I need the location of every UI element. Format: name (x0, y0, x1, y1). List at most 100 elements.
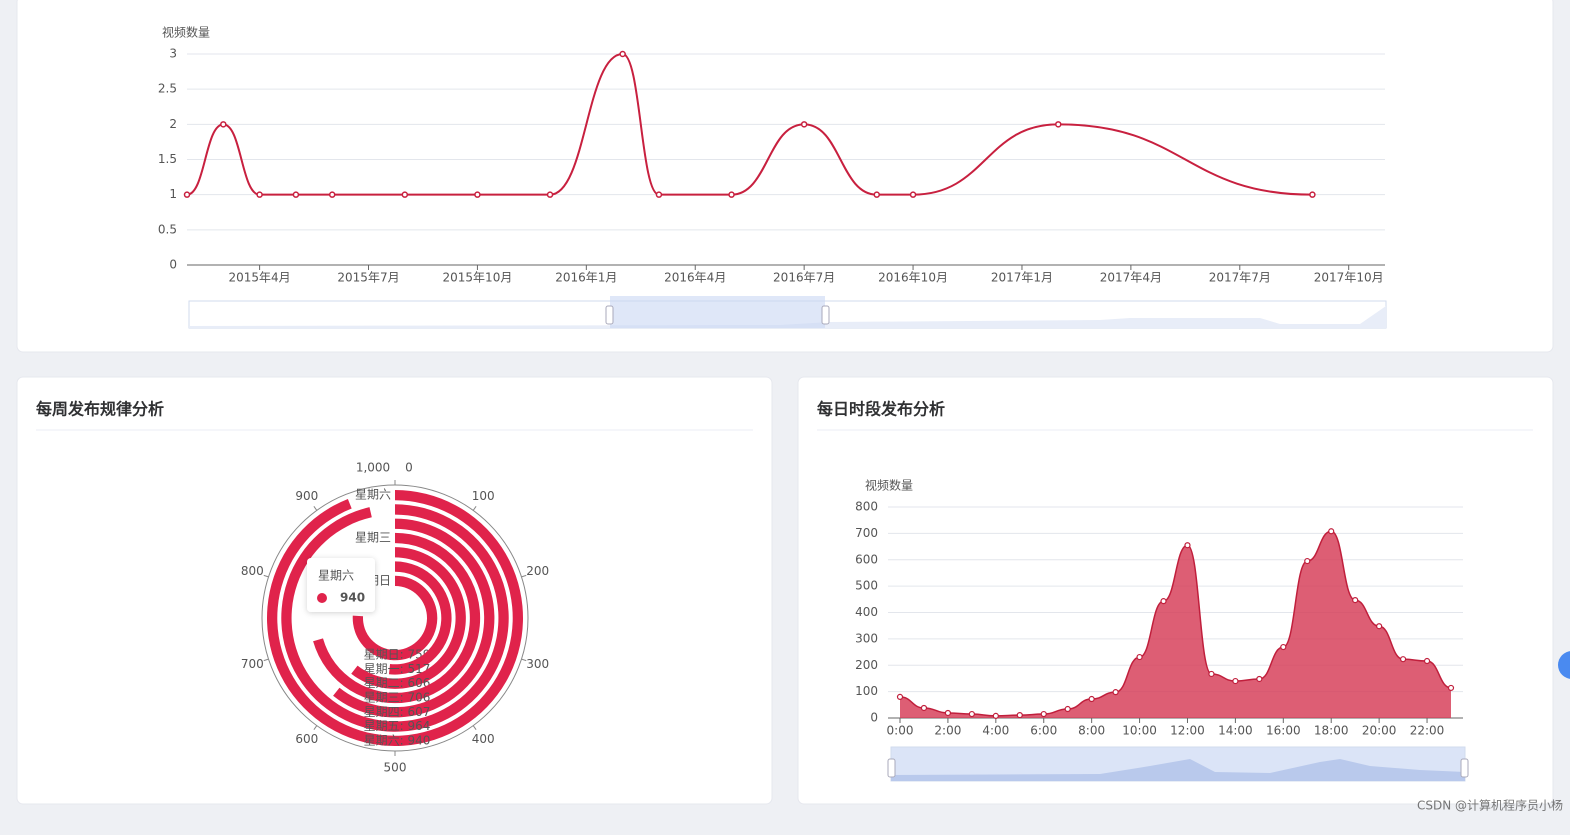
y-tick-label: 2.5 (158, 82, 177, 96)
zoom-handle[interactable] (887, 758, 896, 778)
zoom-preview (891, 759, 1465, 781)
x-tick-label: 16:00 (1266, 724, 1301, 738)
point (1447, 684, 1455, 692)
point (968, 710, 975, 718)
angle-tick-label: 600 (295, 732, 318, 746)
value-label: 星期五: 964 (364, 719, 431, 733)
y-tick-label: 2 (169, 117, 177, 131)
angle-tick-label: 0 (405, 461, 413, 475)
value-label: 星期四: 607 (364, 705, 431, 719)
angle-tick (313, 725, 318, 730)
angle-tick-label: 700 (241, 657, 264, 671)
point (1399, 656, 1407, 663)
point (896, 693, 904, 701)
y-tick-label: 0 (870, 711, 878, 725)
point (1136, 653, 1143, 661)
point (1280, 643, 1287, 651)
polar-bar (351, 547, 466, 689)
point (920, 704, 928, 712)
y-tick-label: 100 (855, 684, 878, 698)
angle-tick-label: 100 (472, 489, 495, 503)
y-tick-label: 300 (855, 631, 878, 645)
x-tick-label: 2017年10月 (1314, 271, 1384, 285)
point (546, 191, 554, 198)
x-tick-label: 2017年1月 (991, 271, 1053, 285)
y-tick-label: 0.5 (158, 222, 177, 236)
angle-tick (521, 658, 527, 662)
point (992, 712, 999, 719)
x-tick-label: 4:00 (982, 724, 1009, 738)
point (1160, 598, 1167, 605)
side-button[interactable] (1558, 651, 1570, 679)
point (800, 121, 808, 128)
point (1055, 121, 1062, 128)
angle-tick-label: 300 (526, 657, 549, 671)
point (220, 121, 227, 128)
y-tick-label: 1 (169, 187, 177, 201)
point (1088, 695, 1095, 703)
tooltip: 星期六 940 (307, 558, 375, 612)
card (16, 376, 773, 805)
x-tick-label: 2015年7月 (337, 271, 399, 285)
point (655, 191, 663, 198)
x-tick-label: 2016年10月 (878, 271, 948, 285)
zoom-preview (189, 306, 1386, 328)
x-tick-label: 12:00 (1170, 724, 1205, 738)
zoom-handle[interactable] (821, 305, 830, 325)
value-label: 星期三: 706 (364, 691, 431, 705)
y-tick-label: 3 (169, 47, 177, 61)
point (256, 191, 263, 198)
point (1423, 657, 1431, 665)
point (1040, 710, 1047, 718)
tooltip-title: 星期六 (318, 569, 354, 583)
point (292, 191, 300, 198)
x-tick-label: 8:00 (1078, 724, 1105, 738)
point (474, 191, 481, 198)
card-title: 每周发布规律分析 (36, 400, 164, 419)
point (1112, 689, 1119, 696)
point (909, 191, 917, 198)
x-tick-label: 10:00 (1122, 724, 1157, 738)
point (1016, 711, 1023, 719)
x-tick-label: 22:00 (1410, 724, 1445, 738)
point (1208, 670, 1215, 678)
polar-bar (388, 561, 452, 675)
radius-label: 星期六 (355, 488, 391, 502)
x-tick-label: 2:00 (934, 724, 961, 738)
angle-tick-label: 200 (526, 564, 549, 578)
point (1328, 528, 1335, 535)
card (16, 0, 1554, 353)
tooltip-value: 940 (340, 591, 365, 605)
watermark: CSDN @计算机程序员小杨 (1417, 798, 1563, 813)
point (873, 191, 881, 198)
angle-tick-label: 500 (384, 761, 407, 775)
x-tick-label: 6:00 (1030, 724, 1057, 738)
angle-tick (263, 574, 269, 578)
point (1309, 191, 1316, 198)
value-label: 星期日: 759 (364, 648, 431, 662)
y-tick-label: 400 (855, 605, 878, 619)
data-zoom[interactable] (188, 296, 1387, 329)
zoom-handle[interactable] (1460, 758, 1469, 778)
point (1256, 675, 1263, 683)
polar-bar (333, 518, 495, 718)
y-axis-name: 视频数量 (162, 25, 210, 40)
tooltip-marker (317, 593, 327, 603)
x-tick-label: 2017年7月 (1209, 271, 1271, 285)
angle-tick-label: 800 (241, 564, 264, 578)
angle-tick (313, 506, 318, 511)
charts: 0 0.5 1 1.5 2 2.5 3 2015年4月 2015年7月 2015年10月 2016年… (158, 47, 1463, 775)
point (328, 191, 336, 198)
x-tick-label: 14:00 (1218, 724, 1253, 738)
zoom-window[interactable] (610, 296, 825, 328)
zoom-handle[interactable] (605, 305, 614, 325)
point (944, 709, 952, 717)
y-tick-label: 500 (855, 579, 878, 593)
y-tick-label: 0 (169, 258, 177, 272)
x-tick-label: 2016年7月 (773, 271, 835, 285)
point (1232, 677, 1239, 685)
line (186, 52, 1313, 196)
data-zoom[interactable] (887, 746, 1469, 782)
angle-tick (263, 658, 269, 662)
